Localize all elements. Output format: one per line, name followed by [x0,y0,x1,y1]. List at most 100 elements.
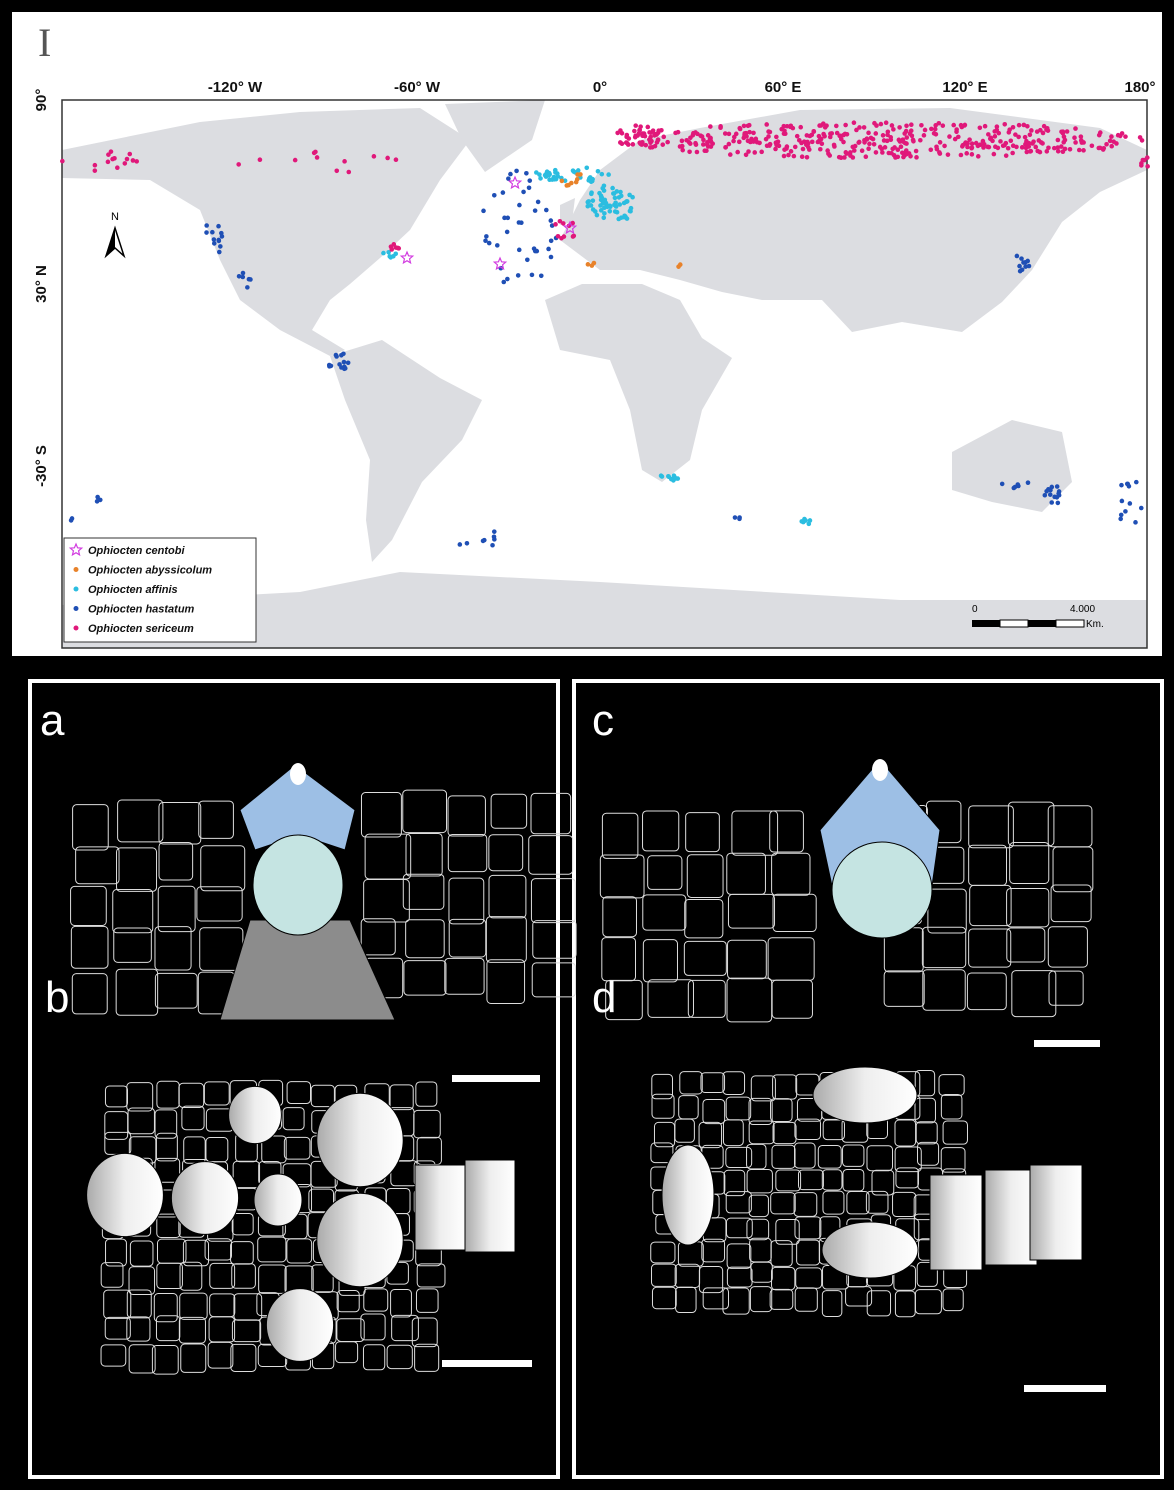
occurrence-dot [549,218,554,223]
occurrence-dot [951,123,956,128]
occurrence-dot [704,148,709,153]
white-plate [266,1289,333,1362]
occurrence-dot [95,499,100,504]
occurrence-dot [517,220,522,225]
panel-label: c [592,696,614,745]
occurrence-dot [599,172,604,177]
occurrence-dot [782,154,787,159]
occurrence-dot [584,165,589,170]
white-plate [87,1153,164,1236]
occurrence-dot [293,158,298,163]
north-label: N [111,211,119,223]
occurrence-dot [560,179,565,184]
occurrence-dot [635,133,640,138]
occurrence-dot [544,208,549,213]
occurrence-dot [865,137,870,142]
occurrence-dot [492,529,497,534]
occurrence-dot [824,123,829,128]
occurrence-dot [606,172,611,177]
occurrence-dot [106,160,111,165]
occurrence-dot [1043,493,1048,498]
occurrence-dot [1061,129,1066,134]
occurrence-dot [590,263,595,268]
occurrence-dot [536,200,541,205]
occurrence-dot [596,169,601,174]
occurrence-dot [1114,141,1119,146]
occurrence-dot [843,123,848,128]
occurrence-dot [828,135,833,140]
occurrence-dot [505,277,510,282]
occurrence-dot [792,154,797,159]
occurrence-dot [1128,501,1133,506]
occurrence-dot [995,128,1000,133]
occurrence-dot [69,518,74,523]
occurrence-dot [517,203,522,208]
occurrence-dot [766,129,771,134]
occurrence-dot [127,152,132,157]
occurrence-dot [767,143,772,148]
occurrence-dot [914,149,919,154]
occurrence-dot [1007,127,1012,132]
occurrence-dot [372,154,377,159]
occurrence-dot [614,204,619,209]
occurrence-dot [571,234,576,239]
scale-label: 0 [972,604,978,615]
occurrence-dot [586,262,591,267]
occurrence-dot [546,173,551,178]
occurrence-dot [649,139,654,144]
lon-label: 60° E [765,79,802,96]
occurrence-dot [708,124,713,129]
occurrence-dot [691,131,696,136]
lon-label: 0° [593,79,607,96]
occurrence-dot [217,250,222,255]
occurrence-dot [976,154,981,159]
legend-marker [74,606,79,611]
occurrence-dot [826,151,831,156]
occurrence-dot [602,188,607,193]
occurrence-dot [881,133,886,138]
occurrence-dot [1125,482,1130,487]
occurrence-dot [799,141,804,146]
legend-label: Ophiocten sericeum [88,623,194,635]
occurrence-dot [922,133,927,138]
occurrence-dot [752,150,757,155]
occurrence-dot [923,128,928,133]
occurrence-dot [862,125,867,130]
occurrence-dot [95,495,100,500]
occurrence-dot [795,134,800,139]
occurrence-dot [1002,122,1007,127]
occurrence-dot [791,126,796,131]
occurrence-dot [109,149,114,154]
occurrence-dot [589,192,594,197]
scale-label: Km. [1086,619,1104,630]
occurrence-dot [602,205,607,210]
occurrence-dot [1133,520,1138,525]
occurrence-dot [591,198,596,203]
occurrence-dot [1055,145,1060,150]
occurrence-dot [774,135,779,140]
occurrence-dot [555,171,560,176]
occurrence-dot [983,124,988,129]
occurrence-dot [1013,132,1018,137]
occurrence-dot [904,135,909,140]
occurrence-dot [608,203,613,208]
occurrence-dot [773,147,778,152]
occurrence-dot [764,122,769,127]
occurrence-dot [258,157,263,162]
occurrence-dot [632,129,637,134]
occurrence-dot [666,474,671,479]
occurrence-dot [516,273,521,278]
occurrence-dot [1073,126,1078,131]
occurrence-dot [993,144,998,149]
tooth [290,763,306,785]
occurrence-dot [735,150,740,155]
occurrence-dot [1061,140,1066,145]
occurrence-dot [591,207,596,212]
occurrence-dot [554,177,559,182]
occurrence-dot [918,138,923,143]
occurrence-dot [240,275,245,280]
occurrence-dot [656,137,661,142]
occurrence-dot [1025,259,1030,264]
occurrence-dot [1119,483,1124,488]
oral-shield [832,842,932,938]
